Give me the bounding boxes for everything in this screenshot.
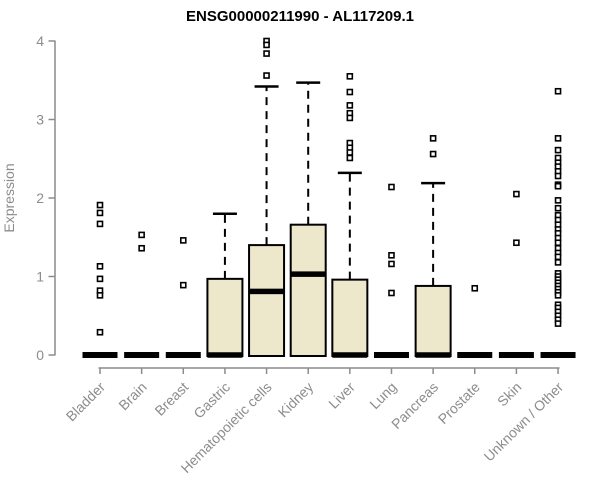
outlier-point — [554, 146, 562, 154]
outlier-point — [346, 88, 354, 96]
outlier-point — [346, 149, 354, 156]
box-pancreas — [414, 135, 452, 358]
box-brain — [124, 231, 160, 358]
box-rect — [206, 277, 244, 358]
outlier-point — [554, 204, 562, 212]
outlier-point — [554, 197, 562, 204]
collapsed-box — [498, 352, 534, 358]
x-tick-label: Unknown / Other — [481, 379, 567, 465]
outlier-point — [554, 172, 562, 180]
outlier-point — [96, 328, 104, 336]
outlier-point — [96, 292, 104, 299]
median-line — [332, 352, 368, 358]
collapsed-box — [540, 352, 576, 358]
box-kidney — [289, 81, 327, 357]
box-rect — [331, 278, 369, 358]
outlier-point — [263, 50, 270, 57]
boxes-group — [82, 37, 576, 358]
box-bladder — [82, 201, 118, 358]
box-rect — [248, 244, 286, 358]
collapsed-box — [124, 352, 160, 358]
outlier-point — [346, 73, 354, 80]
collapsed-box — [457, 352, 493, 358]
box-liver — [331, 73, 369, 358]
outlier-point — [96, 220, 104, 228]
x-tick-label: Prostate — [435, 379, 483, 427]
x-tick-label: Bladder — [63, 379, 109, 425]
y-tick-label: 0 — [36, 347, 44, 363]
outlier-point — [96, 275, 104, 283]
outlier-point — [513, 190, 520, 198]
collapsed-box — [165, 352, 201, 358]
box-rect — [414, 284, 452, 358]
outlier-point — [554, 87, 562, 95]
box-prostate — [457, 284, 493, 358]
outlier-point — [346, 154, 354, 162]
outlier-point — [513, 239, 520, 247]
box-breast — [165, 237, 201, 358]
outlier-point — [263, 41, 270, 49]
collapsed-box — [82, 352, 118, 358]
outlier-point — [346, 114, 354, 122]
outlier-point — [96, 201, 104, 209]
y-tick-label: 2 — [36, 190, 44, 206]
outlier-point — [96, 209, 104, 217]
median-line — [290, 271, 326, 277]
x-tick-label: Skin — [494, 379, 525, 410]
collapsed-box — [373, 352, 409, 358]
x-tick-label: Liver — [325, 379, 358, 412]
outlier-point — [554, 320, 562, 327]
box-hematopoietic-cells — [248, 37, 286, 358]
outlier-point — [179, 237, 187, 244]
median-line — [207, 352, 243, 358]
outlier-point — [138, 244, 145, 252]
outlier-point — [388, 252, 395, 259]
outlier-point — [554, 135, 562, 142]
x-tick-label: Lung — [366, 379, 399, 412]
y-tick-label: 1 — [36, 269, 44, 285]
outlier-point — [554, 182, 562, 190]
outlier-point — [346, 102, 354, 109]
box-rect — [289, 223, 327, 357]
median-line — [249, 288, 285, 295]
y-axis-label: Expression — [1, 163, 17, 232]
chart-title: ENSG00000211990 - AL117209.1 — [186, 8, 414, 25]
x-tick-label: Kidney — [275, 379, 317, 421]
x-tick-label: Breast — [151, 379, 191, 419]
outlier-point — [388, 183, 395, 191]
box-unknown-other — [540, 87, 576, 358]
outlier-point — [554, 239, 562, 247]
outlier-point — [179, 281, 187, 289]
y-tick-label: 3 — [36, 112, 44, 128]
box-gastric — [206, 212, 244, 358]
outlier-point — [138, 231, 145, 239]
outlier-point — [388, 289, 395, 297]
outlier-point — [429, 135, 437, 142]
outlier-point — [96, 262, 104, 270]
outlier-point — [554, 259, 562, 266]
median-line — [415, 352, 451, 358]
outlier-point — [471, 284, 479, 292]
box-skin — [498, 190, 534, 358]
box-lung — [373, 183, 409, 358]
outlier-point — [263, 72, 270, 79]
outlier-point — [554, 253, 562, 261]
y-tick-label: 4 — [36, 33, 44, 49]
outlier-point — [429, 150, 437, 158]
outlier-point — [554, 292, 562, 299]
x-tick-label: Brain — [115, 379, 149, 413]
outlier-point — [388, 260, 395, 268]
